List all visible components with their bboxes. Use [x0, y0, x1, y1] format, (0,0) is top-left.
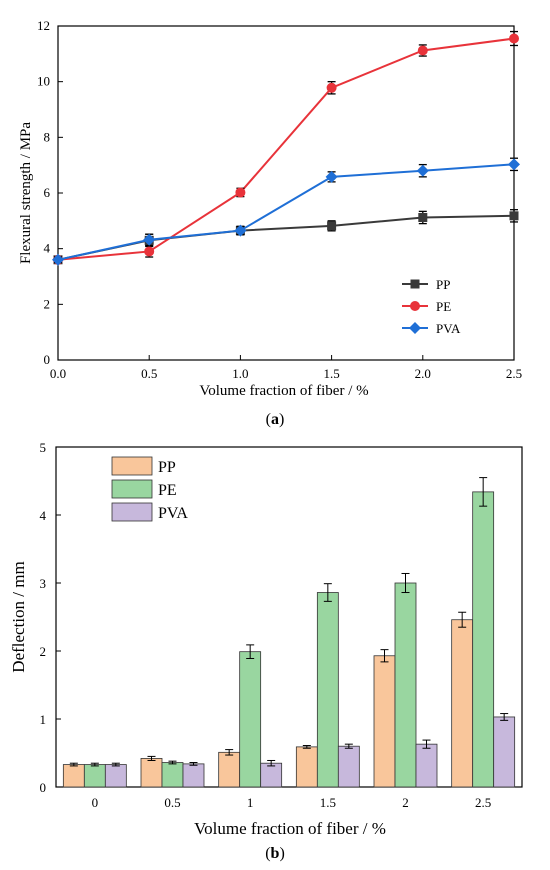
y-axis-label: Deflection / mm [9, 561, 28, 672]
x-tick-label: 1.5 [320, 795, 336, 810]
legend-label: PP [158, 459, 176, 476]
legend-label: PP [436, 277, 450, 292]
y-tick-label: 6 [44, 185, 51, 200]
legend-label: PE [436, 299, 451, 314]
x-tick-label: 1.5 [323, 366, 339, 381]
x-tick-label: 1 [247, 795, 254, 810]
y-axis-label: Flexural strength / MPa [18, 122, 34, 264]
bar-pe [239, 651, 262, 788]
panel-caption: (b) [265, 845, 285, 862]
data-point-circle [144, 246, 155, 257]
data-point-diamond [325, 170, 338, 183]
series-line [57, 163, 515, 261]
data-point-diamond [234, 224, 247, 237]
x-tick-label: 0 [92, 795, 99, 810]
series-pp [53, 209, 519, 265]
data-point-square [418, 212, 428, 222]
data-point-circle [326, 82, 337, 93]
data-point-circle [417, 45, 428, 56]
data-point-diamond [143, 233, 156, 246]
bar-pva [337, 745, 360, 788]
legend-label: PVA [158, 505, 188, 522]
series-pva [52, 157, 520, 266]
x-tick-label: 2.5 [506, 366, 522, 381]
y-tick-label: 5 [40, 440, 47, 455]
bar-pp [373, 655, 396, 788]
x-tick-label: 0.5 [164, 795, 180, 810]
ticks-group: 0.0 0.5 1.0 1.5 2.0 2.5 0 2 4 6 8 10 12 [37, 18, 522, 381]
panel-caption: (a) [266, 411, 285, 428]
bar-pva [493, 716, 516, 788]
x-tick-label: 2.5 [475, 795, 491, 810]
bar-pva [104, 764, 127, 788]
y-tick-label: 1 [40, 712, 47, 727]
x-axis-label: Volume fraction of fiber / % [194, 819, 386, 838]
panel-letter: a [271, 411, 279, 428]
y-tick-label: 4 [44, 241, 51, 256]
x-tick-label: 2.0 [415, 366, 431, 381]
y-tick-label: 2 [40, 644, 47, 659]
y-tick-label: 3 [40, 576, 47, 591]
data-point-diamond [52, 253, 64, 266]
bar-pva [415, 743, 438, 788]
ticks-group: 0 1 2 3 4 5 0 0.5 1 1.5 2 2.5 [40, 440, 492, 810]
bar-pe [161, 762, 184, 788]
legend-swatch [111, 479, 153, 499]
x-axis-label: Volume fraction of fiber / % [199, 383, 368, 399]
bars-group [62, 477, 516, 788]
bar-pe [394, 582, 417, 788]
y-tick-label: 12 [37, 18, 50, 33]
bar-pp [218, 751, 241, 788]
data-point-square [509, 211, 519, 221]
y-tick-label: 4 [40, 508, 47, 523]
series-group [52, 30, 520, 266]
x-tick-label: 2 [402, 795, 409, 810]
bar-pva [182, 763, 205, 788]
data-point-diamond [409, 322, 421, 334]
y-tick-label: 10 [37, 74, 50, 89]
legend-swatch [111, 502, 153, 522]
data-point-square [327, 221, 337, 231]
series-line [57, 37, 515, 261]
line-chart-panel: 0.0 0.5 1.0 1.5 2.0 2.5 0 2 4 6 8 10 12 Volume fract… [18, 18, 522, 428]
bar-pp [451, 619, 474, 788]
bar-pe [316, 592, 339, 788]
data-point-diamond [416, 164, 429, 177]
data-point-square [410, 279, 420, 289]
series-pe [53, 30, 519, 265]
y-tick-label: 0 [40, 780, 47, 795]
legend-label: PVA [436, 321, 461, 336]
x-tick-label: 1.0 [232, 366, 248, 381]
plot-frame [55, 446, 523, 788]
bar-chart-panel: 0 1 2 3 4 5 0 0.5 1 1.5 2 2.5 Volume fraction of fi… [9, 440, 523, 862]
bar-pva [260, 762, 283, 788]
legend: PP PE PVA [111, 456, 188, 522]
data-point-circle [235, 187, 246, 198]
bar-pp [140, 758, 163, 788]
y-tick-label: 2 [44, 296, 51, 311]
x-tick-label: 0.5 [141, 366, 157, 381]
panel-letter: b [271, 845, 280, 862]
legend-swatch [111, 456, 153, 476]
data-point-circle [410, 301, 420, 311]
bar-pe [83, 764, 106, 788]
data-point-diamond [508, 158, 520, 171]
bar-pp [62, 764, 85, 788]
y-tick-label: 0 [44, 352, 51, 367]
x-tick-label: 0.0 [50, 366, 66, 381]
bar-pp [295, 746, 318, 788]
bar-pe [472, 491, 495, 788]
data-point-circle [509, 33, 519, 44]
legend-label: PE [158, 482, 177, 499]
legend: PP PE PVA [402, 277, 461, 336]
y-tick-label: 8 [44, 129, 51, 144]
